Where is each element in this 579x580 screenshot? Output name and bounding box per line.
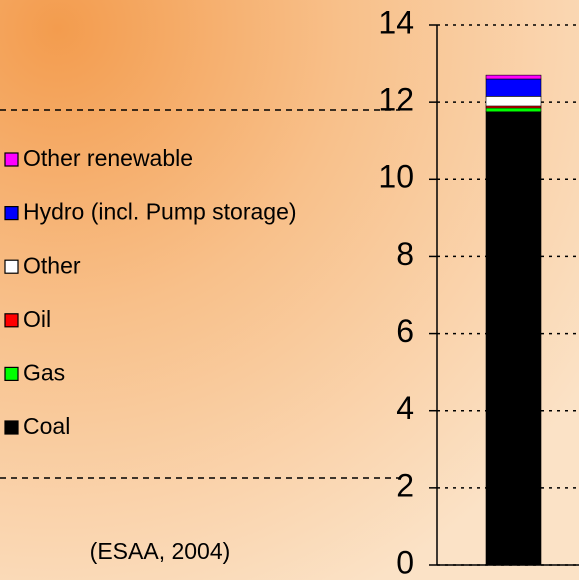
y-tick-label: 12	[378, 82, 414, 118]
bar-segment	[485, 78, 542, 97]
annotation: (ESAA, 2004)	[90, 538, 231, 564]
y-tick-label: 0	[396, 544, 414, 580]
legend-label: Gas	[23, 359, 65, 385]
y-tick-label: 10	[378, 159, 414, 195]
legend-label: Oil	[23, 306, 51, 332]
legend: Coal Gas Oil Other Hydro (incl. Pump storage…	[4, 145, 297, 439]
y-tick-label: 4	[396, 390, 414, 426]
bar-segment	[485, 111, 542, 566]
legend-label: Other renewable	[23, 145, 193, 171]
y-tick-label: 14	[378, 4, 414, 40]
legend-label: Other	[23, 252, 81, 278]
legend-swatch	[4, 313, 19, 328]
bar-segment	[485, 96, 542, 107]
legend-swatch	[4, 152, 19, 167]
legend-swatch	[4, 259, 19, 274]
legend-label: Hydro (incl. Pump storage)	[23, 199, 297, 225]
legend-swatch	[4, 366, 19, 381]
bar-segment	[485, 74, 542, 80]
legend-swatch	[4, 206, 19, 221]
bar-segment	[485, 107, 542, 113]
y-tick-label: 8	[396, 236, 414, 272]
legend-swatch	[4, 420, 19, 435]
y-tick-label: 6	[396, 313, 414, 349]
legend-label: Coal	[23, 413, 70, 439]
y-tick-label: 2	[396, 467, 414, 503]
